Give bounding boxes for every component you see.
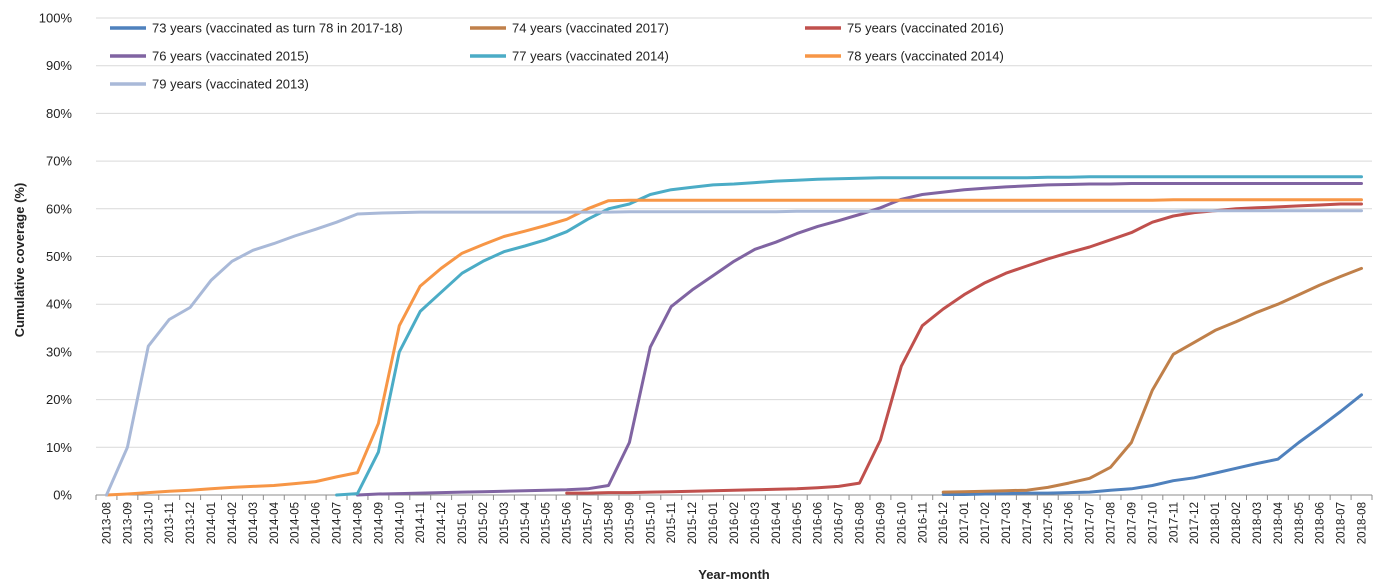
x-tick-label: 2014-09 [373,502,385,544]
x-tick-label: 2014-05 [290,502,302,544]
y-tick-label: 70% [46,154,72,169]
x-tick-label: 2018-01 [1210,502,1222,544]
x-tick-label: 2018-02 [1231,502,1243,544]
x-axis-title: Year-month [698,567,770,582]
x-axis-ticks: 2013-08 2013-09 2013-10 2013-11 2013-12 2014-… [95,495,1373,544]
series-line-2 [941,266,1363,494]
x-tick-label: 2013-08 [101,502,113,544]
x-tick-label: 2017-07 [1085,502,1097,544]
x-tick-label: 2017-04 [1022,501,1034,544]
x-tick-label: 2014-10 [394,502,406,544]
x-tick-label: 2017-03 [1001,502,1013,544]
x-tick-label: 2017-08 [1106,502,1118,544]
y-tick-label: 0% [53,488,72,503]
x-tick-label: 2015-03 [499,502,511,544]
legend-label: 73 years (vaccinated as turn 78 in 2017-… [152,21,403,36]
legend-label: 79 years (vaccinated 2013) [152,77,309,92]
x-tick-label: 2016-01 [708,502,720,544]
legend: 73 years (vaccinated as turn 78 in 2017-… [110,21,1004,92]
y-tick-label: 90% [46,58,72,73]
x-tick-label: 2017-10 [1147,502,1159,544]
x-tick-label: 2017-01 [959,502,971,544]
x-tick-label: 2017-09 [1126,502,1138,544]
x-tick-label: 2014-03 [248,502,260,544]
x-tick-label: 2016-12 [938,502,950,544]
x-tick-label: 2016-07 [834,502,846,544]
x-tick-label: 2017-11 [1168,502,1180,543]
x-tick-label: 2015-11 [666,502,678,543]
series-lines [105,175,1363,497]
x-tick-label: 2017-05 [1043,502,1055,544]
legend-label: 74 years (vaccinated 2017) [512,21,669,36]
x-tick-label: 2016-05 [792,502,804,544]
series-line-1 [941,393,1363,496]
x-tick-label: 2014-06 [311,502,323,544]
x-tick-label: 2018-06 [1315,502,1327,544]
x-tick-label: 2013-12 [185,502,197,544]
x-tick-label: 2014-02 [227,502,239,544]
x-tick-label: 2016-10 [896,502,908,544]
y-axis-title: Cumulative coverage (%) [12,183,27,338]
x-tick-label: 2014-07 [332,502,344,544]
x-tick-label: 2015-04 [520,501,532,544]
series-line-7 [105,209,1363,497]
x-tick-label: 2016-06 [813,502,825,544]
x-tick-label: 2013-10 [143,502,155,544]
x-tick-label: 2015-10 [645,502,657,544]
x-tick-label: 2014-11 [415,502,427,543]
series-line-6 [105,198,1363,497]
x-tick-label: 2014-08 [352,502,364,544]
series-line-3 [565,202,1363,495]
series-line-5 [335,175,1363,497]
y-tick-label: 100% [39,11,73,26]
x-tick-label: 2015-06 [562,502,574,544]
y-tick-label: 50% [46,249,72,264]
x-tick-label: 2016-08 [855,502,867,544]
x-tick-label: 2015-01 [457,502,469,544]
x-tick-label: 2018-03 [1252,502,1264,544]
x-tick-label: 2016-03 [750,502,762,544]
x-tick-label: 2015-09 [624,502,636,544]
legend-label: 76 years (vaccinated 2015) [152,49,309,64]
y-tick-label: 10% [46,440,72,455]
x-tick-label: 2015-12 [687,502,699,544]
x-tick-label: 2017-02 [980,502,992,544]
legend-label: 78 years (vaccinated 2014) [847,49,1004,64]
x-tick-label: 2018-07 [1336,502,1348,544]
x-tick-label: 2018-08 [1357,502,1369,544]
x-tick-label: 2014-04 [269,501,281,544]
x-tick-label: 2018-05 [1294,502,1306,544]
gridlines [96,17,1372,496]
x-tick-label: 2015-02 [478,502,490,544]
x-tick-label: 2015-07 [583,502,595,544]
x-tick-label: 2013-11 [164,502,176,543]
legend-label: 77 years (vaccinated 2014) [512,49,669,64]
x-tick-label: 2016-04 [771,501,783,544]
x-tick-label: 2014-12 [436,502,448,544]
x-tick-label: 2015-05 [541,502,553,544]
x-tick-label: 2016-11 [917,502,929,543]
series-line-4 [356,182,1363,497]
x-tick-label: 2014-01 [206,502,218,544]
x-tick-label: 2013-09 [122,502,134,544]
x-tick-label: 2015-08 [603,502,615,544]
x-tick-label: 2017-12 [1189,502,1201,544]
y-tick-label: 60% [46,201,72,216]
y-tick-label: 20% [46,392,72,407]
x-tick-label: 2016-09 [875,502,887,544]
x-tick-label: 2018-04 [1273,501,1285,544]
legend-label: 75 years (vaccinated 2016) [847,21,1004,36]
y-axis-ticks: 0% 10% 20% 30% 40% 50% 60% 70% 80% 90% 100% [39,11,73,503]
y-tick-label: 80% [46,106,72,121]
y-tick-label: 30% [46,344,72,359]
y-tick-label: 40% [46,297,72,312]
x-tick-label: 2016-02 [729,502,741,544]
x-tick-label: 2017-06 [1064,502,1076,544]
